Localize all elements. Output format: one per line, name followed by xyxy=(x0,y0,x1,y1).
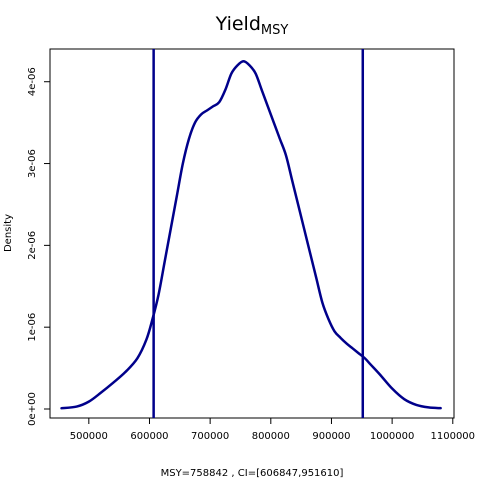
chart-title: YieldMSY xyxy=(215,13,289,38)
plot-area xyxy=(60,49,442,418)
x-axis: 500000 600000 700000 800000 900000 1000000 110… xyxy=(70,418,475,442)
chart-title-main: Yield xyxy=(215,13,261,35)
x-tick-label: 700000 xyxy=(191,431,229,442)
density-curve xyxy=(60,60,442,410)
x-tick-label: 1100000 xyxy=(431,431,476,442)
y-tick-label: 4e-06 xyxy=(27,67,38,96)
y-axis-label: Density xyxy=(3,214,14,252)
chart-title-subscript: MSY xyxy=(261,23,288,38)
x-tick-label: 800000 xyxy=(252,431,290,442)
y-tick-label: 0e+00 xyxy=(27,392,38,426)
x-tick-label: 600000 xyxy=(130,431,168,442)
plot-frame xyxy=(49,48,455,419)
x-tick-label: 900000 xyxy=(312,431,350,442)
x-tick-label: 500000 xyxy=(70,431,108,442)
y-tick-label: 2e-06 xyxy=(27,231,38,260)
x-tick-label: 1000000 xyxy=(370,431,415,442)
y-tick-label: 1e-06 xyxy=(27,313,38,342)
y-tick-label: 3e-06 xyxy=(27,149,38,178)
y-axis: 0e+00 1e-06 2e-06 3e-06 4e-06 xyxy=(27,67,50,426)
x-axis-label: MSY=758842 , CI=[606847,951610] xyxy=(161,468,344,479)
